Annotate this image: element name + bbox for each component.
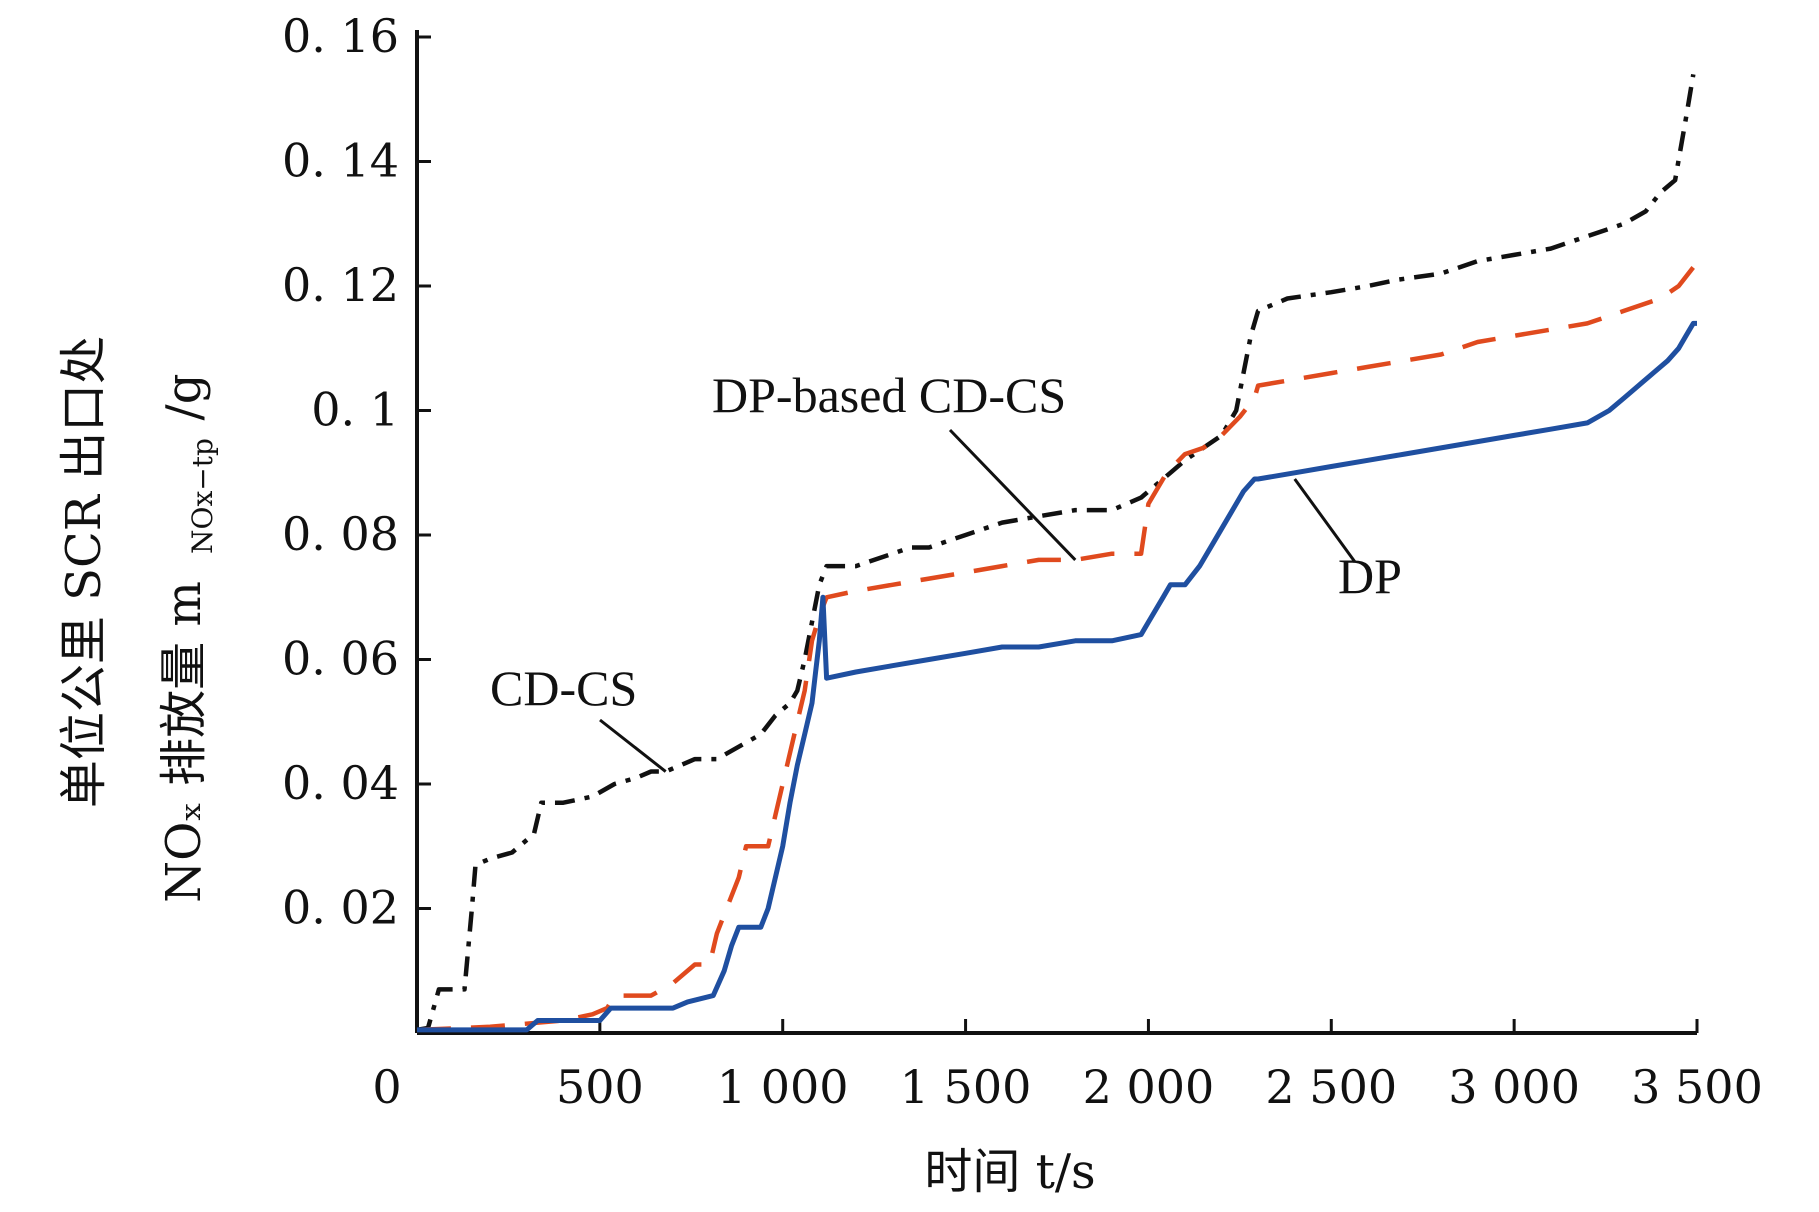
- x-tick-label: 2 000: [1083, 1060, 1215, 1114]
- x-tick-label: 1 000: [717, 1060, 849, 1114]
- y-axis: 0. 02 0. 04 0. 06 0. 08 0. 1 0. 12 0. 14 0. 16: [282, 9, 431, 1033]
- y-axis-title-line1: 单位公里 SCR 出口处: [56, 336, 112, 808]
- x-tick-label: 500: [556, 1060, 644, 1114]
- y-tick-label: 0. 08: [282, 507, 399, 561]
- y-tick-label: 0. 06: [282, 632, 399, 686]
- series-line-dp-based-cd-cs: [416, 265, 1696, 1033]
- y-axis-title-subscript: NOx−tp: [186, 438, 219, 554]
- x-tick-label: 2 500: [1265, 1060, 1397, 1114]
- annotation-layer: CD-CS DP-based CD-CS DP: [490, 367, 1402, 773]
- series-line-dp: [417, 320, 1697, 1033]
- y-axis-title: 单位公里 SCR 出口处 NOₓ 排放量 m NOx−tp /g: [56, 336, 219, 903]
- annotation-leader-cd-cs: [599, 718, 667, 773]
- y-tick-label: 0. 04: [282, 756, 399, 810]
- y-tick-label: 0. 16: [282, 9, 399, 63]
- x-tick-label: 0: [372, 1060, 401, 1114]
- annotation-label-dp-based-cd-cs: DP-based CD-CS: [712, 367, 1066, 423]
- annotation-label-dp: DP: [1338, 548, 1402, 604]
- y-tick-label: 0. 1: [311, 383, 399, 437]
- x-tick-label: 3 000: [1448, 1060, 1580, 1114]
- y-axis-title-line2: NOₓ 排放量 m: [156, 581, 212, 903]
- annotation-leader-dp-based-cd-cs: [948, 428, 1077, 561]
- x-axis: 0 500 1 000 1 500 2 000 2 500 3 000 3 500: [372, 1019, 1763, 1114]
- x-axis-title: 时间 t/s: [924, 1144, 1095, 1200]
- series-layer: [416, 74, 1697, 1033]
- annotation-label-cd-cs: CD-CS: [490, 660, 637, 716]
- y-ticks: 0. 02 0. 04 0. 06 0. 08 0. 1 0. 12 0. 14 0. 16: [282, 9, 431, 935]
- x-tick-label: 1 500: [900, 1060, 1032, 1114]
- x-tick-label: 3 500: [1631, 1060, 1763, 1114]
- series-line-cd-cs: [416, 74, 1696, 1033]
- y-tick-label: 0. 12: [282, 258, 399, 312]
- x-ticks: 0 500 1 000 1 500 2 000 2 500 3 000 3 500: [372, 1019, 1763, 1114]
- y-tick-label: 0. 02: [282, 881, 399, 935]
- y-axis-title-unit: /g: [156, 374, 212, 421]
- annotation-leader-dp: [1293, 478, 1357, 563]
- y-tick-label: 0. 14: [282, 134, 399, 188]
